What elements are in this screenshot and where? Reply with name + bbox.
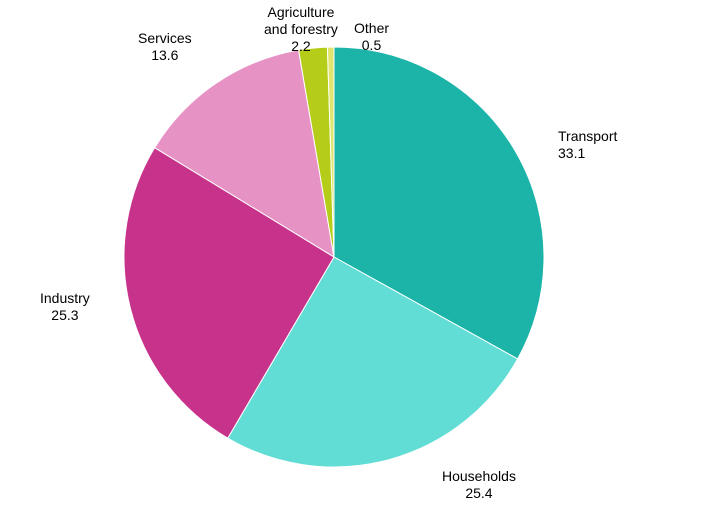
label-industry: Industry25.3 — [40, 290, 90, 324]
label-households: Households25.4 — [442, 468, 516, 502]
pie-chart — [0, 0, 720, 507]
label-other: Other0.5 — [354, 20, 389, 54]
pie-chart-container: Transport33.1 Households25.4 Industry25.3 S… — [0, 0, 720, 507]
label-transport: Transport33.1 — [558, 128, 617, 162]
label-services: Services13.6 — [138, 30, 192, 64]
label-agriculture: Agricultureand forestry2.2 — [264, 4, 338, 54]
